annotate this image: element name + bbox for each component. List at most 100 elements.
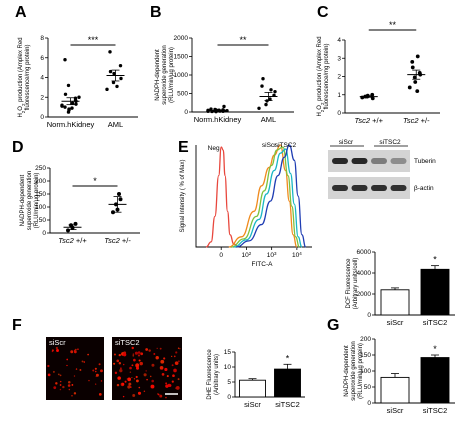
fluorescent-cell [100,369,103,373]
x-tick-label: 103 [267,251,277,260]
fluorescent-cell [75,368,78,370]
data-point [413,80,418,84]
blot-membrane [328,177,410,199]
fluorescent-cell [127,377,132,382]
data-point [63,92,68,96]
bar [380,289,410,316]
y-tick-label: 50 [364,384,372,391]
fluorescent-cell [94,370,97,373]
fluorescent-cell [136,379,139,383]
fluorescent-cell [159,347,162,350]
fluorescent-cell [171,380,174,383]
data-point [117,192,121,196]
fluorescent-cell [98,363,101,366]
fluorescent-cell [66,364,68,367]
fluorescent-cell [68,388,71,391]
A-ylabel-part: O [18,106,24,111]
y-tick-label: 100 [35,204,46,211]
flow-histogram: Signal Intensity ( % of Max)0 102 103 104FI… [180,142,312,268]
category-label: siTSC2 [275,400,300,409]
C-ylabel-part: H [317,112,323,116]
fluorescent-cell [163,357,166,360]
y-tick-label: 150 [360,352,371,359]
data-point [260,84,264,88]
fluorescent-cell [165,384,169,388]
data-point [118,63,123,68]
category-label-suffix: +/- [120,236,132,245]
fluorescent-cell [165,382,168,385]
data-point [112,71,116,76]
fluorescent-cell [66,358,69,361]
category-label: Tsc2 +/- [104,236,131,245]
western-blot: siScr siTSC2 Tuberin β-actin [328,139,436,199]
blot-band [390,158,407,164]
bar-chart-f-bar: 0 5 10 15 DHE Fluorescence(Arbitrary units) s… [207,349,305,409]
fluorescent-cell [113,362,116,365]
blot-membrane [328,150,410,172]
category-label: Tsc2 +/+ [354,116,383,125]
category-label-suffix: +/+ [370,116,384,125]
y-tick-label: 2000 [357,291,372,298]
category-label: AML [108,120,123,129]
fluorescent-cell [56,349,59,352]
annotation-neg: Neg [208,145,220,152]
fluorescent-cell [94,367,97,370]
fluorescent-cell [88,379,90,382]
fluorescent-cell [137,351,141,354]
micrograph-label: siTSC2 [115,338,140,347]
y-tick-label: 2 [337,74,341,81]
annotation-siscr: siScr [262,142,277,149]
A-ylabel-part: H [18,113,24,117]
fluorescent-cell [47,373,51,377]
F-bar-ylabel-line: (Arbitrary units) [214,354,220,395]
A-ylabel-line: fluorescence/mg protein) [25,44,31,110]
fluorescent-cell [116,383,120,387]
axis-lines [191,38,294,113]
bar-chart-e-bar: 0 2000 4000 6000 DCF Fluorescence(Arbitrary … [346,249,455,327]
histogram-series-line [228,144,298,248]
category-label: siTSC2 [423,406,448,415]
data-point [410,60,415,64]
D-ylabel: NADPH-dependentsuperoxide generation(RLU… [20,171,40,230]
fluorescent-cell [174,361,179,366]
x-tick-label: 102 [242,251,252,260]
histogram-series-line [231,146,300,248]
B-ylabel: NADPH-dependentsuperoxide generation(RLU… [155,45,175,104]
fluorescent-cell [79,369,82,371]
micrograph-background [46,337,104,400]
fluorescent-cell [148,349,151,352]
data-point [273,89,277,94]
category-label-suffix: +/- [419,116,431,125]
category-label: AML [261,115,276,124]
fluorescent-cell [179,348,181,350]
category-label: Tsc2 +/+ [58,236,87,245]
fluorescent-cell [47,364,50,368]
fluorescent-cell [116,359,120,363]
data-point [70,106,74,110]
significance-mark: *** [88,35,99,45]
panel-label-d: D [12,139,24,156]
significance-mark: * [93,176,97,186]
data-point [60,104,64,108]
fluorescent-cell [135,375,138,379]
data-point [111,210,115,215]
fluorescent-cell [164,367,168,372]
blot-band [332,158,348,164]
fluorescent-cell [121,382,125,386]
category-label: siScr [387,318,404,327]
fluorescent-cell [159,394,163,398]
y-tick-label: 0 [184,109,188,116]
data-point [407,85,412,90]
fluorescent-cell [95,383,97,385]
y-tick-label: 6000 [357,249,372,256]
x-tick-exp: 3 [274,251,277,256]
histogram-series-line [205,146,239,248]
fluorescent-cell [134,351,138,355]
D-ylabel-line: (RLU/min/µg protein) [34,173,40,229]
x-tick-label: 104 [292,251,302,260]
fluorescent-cell [143,390,146,393]
fluorescent-cell [59,388,62,391]
data-point [417,70,422,75]
x-tick-exp: 4 [299,251,302,256]
